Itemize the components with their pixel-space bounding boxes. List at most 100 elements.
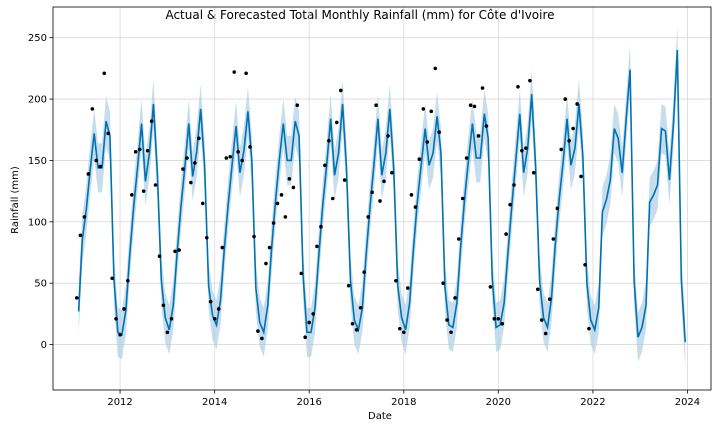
chart-title: Actual & Forecasted Total Monthly Rainfa… bbox=[165, 8, 554, 22]
actual-point bbox=[567, 139, 571, 143]
plot-frame bbox=[52, 6, 712, 391]
actual-point bbox=[264, 261, 268, 266]
uncertainty-band bbox=[78, 25, 686, 367]
actual-point bbox=[291, 185, 296, 190]
actual-point bbox=[173, 249, 177, 254]
actual-point bbox=[547, 297, 552, 301]
actual-point bbox=[118, 332, 122, 337]
y-tick-label: 250 bbox=[28, 33, 47, 44]
actual-point bbox=[161, 303, 166, 308]
actual-point bbox=[555, 206, 560, 211]
forecast-line bbox=[77, 49, 687, 343]
actual-point bbox=[319, 224, 323, 229]
actual-point bbox=[460, 196, 465, 201]
actual-point bbox=[528, 78, 532, 83]
actual-point bbox=[571, 126, 575, 131]
y-tick-label: 50 bbox=[34, 279, 47, 290]
actual-point bbox=[350, 321, 355, 326]
actual-point bbox=[248, 145, 252, 149]
actual-point bbox=[110, 276, 114, 281]
actual-point bbox=[82, 215, 87, 219]
actual-point bbox=[579, 174, 583, 179]
actual-point bbox=[153, 183, 158, 187]
actual-point bbox=[86, 172, 91, 176]
actual-point bbox=[429, 109, 434, 114]
actual-point bbox=[504, 232, 508, 236]
actual-point bbox=[531, 170, 536, 175]
actual-point bbox=[303, 335, 307, 340]
actual-point bbox=[327, 139, 331, 143]
actual-point bbox=[181, 167, 185, 171]
y-tick-label: 150 bbox=[28, 156, 47, 167]
actual-point bbox=[386, 134, 390, 138]
actual-point bbox=[583, 262, 587, 267]
actual-point bbox=[354, 328, 359, 332]
actual-point bbox=[106, 131, 110, 136]
actual-point bbox=[559, 147, 564, 152]
actual-point bbox=[402, 330, 406, 335]
actual-point bbox=[220, 245, 225, 250]
actual-point bbox=[445, 318, 449, 322]
actual-point bbox=[358, 305, 363, 310]
actual-point bbox=[279, 193, 284, 197]
actual-point bbox=[366, 215, 371, 219]
actual-point bbox=[94, 158, 99, 163]
actual-point bbox=[472, 104, 477, 109]
actual-point bbox=[236, 150, 240, 154]
actual-point bbox=[374, 103, 378, 108]
actual-point bbox=[177, 248, 181, 252]
actual-point bbox=[539, 318, 544, 322]
actual-point bbox=[126, 278, 130, 283]
actual-point bbox=[437, 130, 441, 135]
actual-point bbox=[267, 245, 272, 250]
actual-point bbox=[98, 164, 103, 169]
actual-point bbox=[197, 136, 201, 141]
actual-point bbox=[543, 331, 548, 336]
forecast-series bbox=[77, 49, 687, 343]
actual-point bbox=[78, 233, 83, 238]
x-tick-label: 2020 bbox=[486, 397, 511, 408]
actual-point bbox=[453, 296, 457, 300]
x-tick-label: 2016 bbox=[296, 397, 321, 408]
actual-point bbox=[417, 157, 422, 162]
actual-point bbox=[449, 330, 453, 335]
actual-point bbox=[130, 193, 134, 197]
actual-point bbox=[520, 148, 524, 153]
y-tick-label: 100 bbox=[28, 217, 47, 228]
actual-point bbox=[382, 179, 386, 184]
uncertainty-bands bbox=[78, 25, 686, 367]
actual-point bbox=[256, 329, 260, 333]
actual-point bbox=[295, 103, 300, 108]
actual-point bbox=[204, 235, 209, 240]
actual-point bbox=[468, 103, 473, 108]
actual-point bbox=[500, 321, 505, 326]
actual-point bbox=[141, 189, 146, 193]
actual-point bbox=[240, 158, 244, 163]
actual-point bbox=[114, 317, 118, 321]
actual-point bbox=[524, 146, 528, 150]
actual-point bbox=[169, 317, 174, 321]
actual-point bbox=[275, 201, 280, 206]
axes bbox=[52, 6, 712, 391]
actual-point bbox=[102, 71, 107, 76]
actual-point bbox=[189, 180, 193, 185]
actual-point bbox=[512, 183, 516, 187]
actual-point bbox=[456, 237, 461, 241]
actual-point bbox=[252, 234, 256, 239]
actual-point bbox=[244, 71, 248, 76]
actual-point bbox=[346, 283, 351, 288]
x-tick-label: 2012 bbox=[107, 397, 132, 408]
actual-point bbox=[441, 281, 445, 286]
actual-point bbox=[480, 86, 485, 90]
actual-point bbox=[413, 205, 418, 209]
actual-point bbox=[508, 202, 512, 207]
actual-point bbox=[228, 154, 233, 159]
actual-point bbox=[476, 134, 481, 138]
actual-point bbox=[425, 140, 430, 144]
actual-point bbox=[575, 102, 579, 106]
y-tick-label: 0 bbox=[41, 340, 47, 351]
actual-point bbox=[492, 317, 497, 321]
actual-point bbox=[421, 107, 426, 111]
